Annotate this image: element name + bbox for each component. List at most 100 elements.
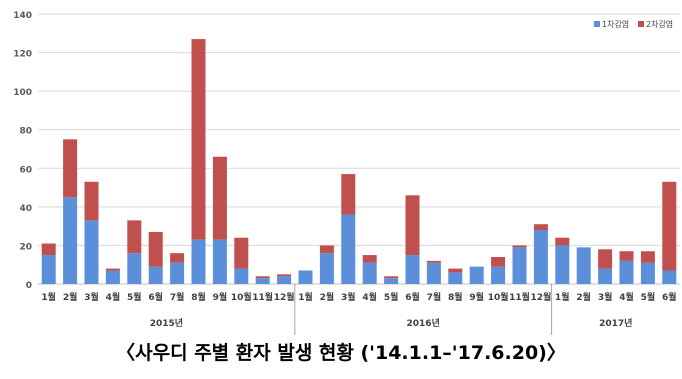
bar-primary-infection <box>234 268 249 284</box>
chart-caption: 〈사우디 주별 환자 발생 현황 ('14.1.1–'17.6.20)〉 <box>116 342 566 364</box>
x-tick-label: 6월 <box>662 291 677 303</box>
bar-primary-infection <box>170 262 185 284</box>
bar-primary-infection <box>255 278 270 284</box>
legend-label: 2차감염 <box>646 19 673 29</box>
y-tick-label: 120 <box>13 50 32 60</box>
bar-secondary-infection <box>555 237 570 246</box>
legend-swatch <box>638 21 644 27</box>
x-tick-label: 4월 <box>362 291 377 303</box>
bar-primary-infection <box>63 197 78 284</box>
x-tick-label: 1월 <box>298 291 313 303</box>
legend-label: 1차감염 <box>602 19 629 29</box>
bar-secondary-infection <box>640 251 655 263</box>
x-tick-label: 1월 <box>555 291 570 303</box>
y-tick-label: 60 <box>19 165 32 175</box>
bar-primary-infection <box>148 266 163 284</box>
y-tick-label: 20 <box>19 242 32 252</box>
bar-secondary-infection <box>234 237 249 269</box>
bar-secondary-infection <box>533 224 548 230</box>
x-tick-label: 5월 <box>641 291 656 303</box>
x-tick-label: 9월 <box>213 291 228 303</box>
bar-secondary-infection <box>84 181 99 221</box>
x-tick-label: 5월 <box>384 291 399 303</box>
bar-primary-infection <box>576 247 591 284</box>
x-tick-label: 3월 <box>341 291 356 303</box>
x-tick-label: 9월 <box>469 291 484 303</box>
bar-secondary-infection <box>384 276 399 279</box>
bar-primary-infection <box>84 220 99 284</box>
x-tick-label: 11월 <box>252 291 273 303</box>
bar-secondary-infection <box>105 268 120 271</box>
x-tick-label: 2월 <box>320 291 335 303</box>
bar-secondary-infection <box>255 276 270 279</box>
bar-secondary-infection <box>127 220 142 254</box>
group-label: 2016년 <box>407 317 440 329</box>
x-tick-label: 8월 <box>448 291 463 303</box>
x-tick-label: 6월 <box>405 291 420 303</box>
group-label: 2017년 <box>599 317 632 329</box>
bar-secondary-infection <box>148 231 163 267</box>
bar-primary-infection <box>277 276 292 284</box>
bar-secondary-infection <box>662 181 677 271</box>
bar-secondary-infection <box>277 274 292 277</box>
bar-secondary-infection <box>619 251 634 261</box>
legend-swatch <box>594 21 600 27</box>
bar-primary-infection <box>212 239 227 284</box>
x-tick-label: 4월 <box>619 291 634 303</box>
bar-primary-infection <box>362 262 377 284</box>
x-tick-label: 2월 <box>63 291 78 303</box>
x-tick-label: 12월 <box>530 291 551 303</box>
bar-secondary-infection <box>448 268 463 273</box>
bar-primary-infection <box>512 247 527 284</box>
bar-secondary-infection <box>598 249 613 269</box>
bar-primary-infection <box>533 230 548 284</box>
bar-secondary-infection <box>319 245 334 254</box>
y-tick-label: 0 <box>26 281 32 291</box>
x-tick-label: 1월 <box>41 291 56 303</box>
x-tick-label: 3월 <box>84 291 99 303</box>
bar-primary-infection <box>127 253 142 284</box>
bar-secondary-infection <box>341 174 356 215</box>
x-tick-label: 2월 <box>576 291 591 303</box>
x-tick-label: 5월 <box>127 291 142 303</box>
y-tick-label: 40 <box>19 204 32 214</box>
bar-primary-infection <box>319 253 334 284</box>
x-tick-label: 4월 <box>106 291 121 303</box>
x-tick-label: 7월 <box>170 291 185 303</box>
bar-secondary-infection <box>362 255 377 263</box>
bar-primary-infection <box>662 270 677 284</box>
x-tick-label: 10월 <box>488 291 509 303</box>
y-tick-label: 100 <box>13 88 32 98</box>
bar-primary-infection <box>555 245 570 284</box>
x-tick-label: 7월 <box>427 291 442 303</box>
x-tick-label: 10월 <box>231 291 252 303</box>
bar-primary-infection <box>469 266 484 284</box>
bar-primary-infection <box>298 270 313 284</box>
bar-primary-infection <box>491 266 506 284</box>
bar-primary-infection <box>640 262 655 284</box>
x-tick-label: 3월 <box>598 291 613 303</box>
bar-primary-infection <box>448 272 463 284</box>
bar-primary-infection <box>405 255 420 284</box>
bar-secondary-infection <box>63 139 78 198</box>
bar-primary-infection <box>105 270 120 284</box>
bar-secondary-infection <box>405 195 420 256</box>
x-tick-label: 11월 <box>509 291 530 303</box>
bar-primary-infection <box>619 260 634 284</box>
bar-primary-infection <box>41 255 56 284</box>
bar-primary-infection <box>191 239 206 284</box>
x-tick-label: 6월 <box>148 291 163 303</box>
x-tick-label: 8월 <box>191 291 206 303</box>
bar-primary-infection <box>598 268 613 284</box>
bar-secondary-infection <box>170 253 185 263</box>
bar-secondary-infection <box>41 243 56 256</box>
bar-primary-infection <box>384 278 399 284</box>
bar-secondary-infection <box>512 245 527 248</box>
y-tick-label: 80 <box>19 127 32 137</box>
bar-secondary-infection <box>191 39 206 240</box>
y-tick-label: 140 <box>13 11 32 21</box>
bar-secondary-infection <box>491 257 506 267</box>
group-label: 2015년 <box>150 317 183 329</box>
